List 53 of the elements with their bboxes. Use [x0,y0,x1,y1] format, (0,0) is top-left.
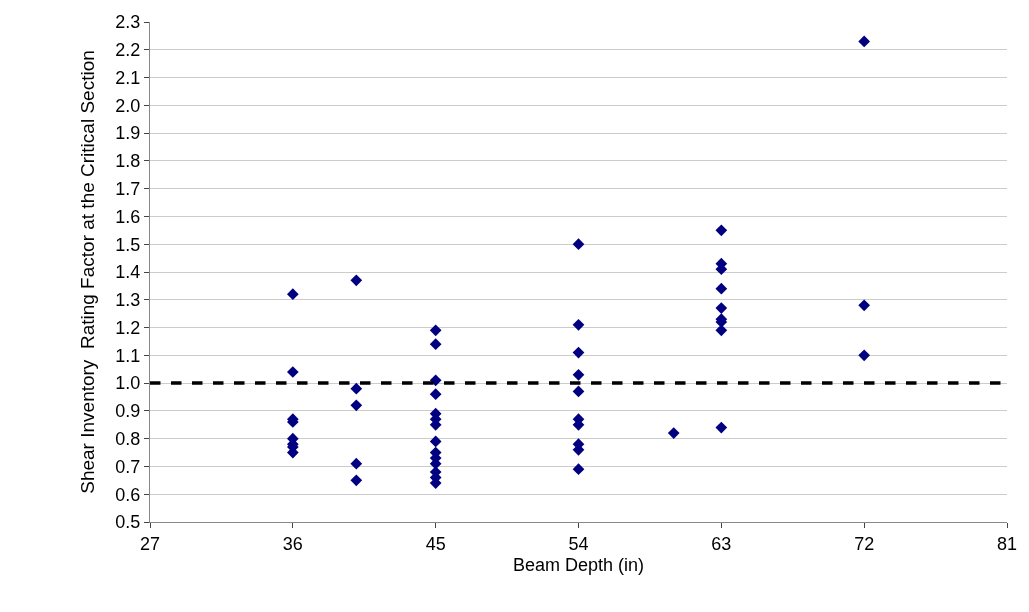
y-axis-title: Shear Inventory Rating Factor at the Critical Section [77,50,99,494]
point [572,368,585,381]
point [572,318,585,331]
point [429,324,442,337]
point [572,385,585,398]
x-tick-label: 81 [996,533,1018,554]
point [350,382,363,395]
point [350,457,363,470]
point [858,349,871,362]
y-tick-label: 1.8 [115,151,141,172]
x-tick-label: 72 [854,533,875,554]
point [429,388,442,401]
y-tick-label: 1.7 [115,178,141,199]
y-tick-label: 1.4 [115,262,141,283]
point [286,366,299,378]
point [715,302,728,314]
x-tick-label: 54 [568,533,589,554]
point [715,421,728,434]
point [429,338,442,351]
y-tick-label: 1.6 [115,206,141,227]
y-tick-label: 1.2 [115,317,141,338]
point [858,35,871,48]
point [350,474,363,487]
x-axis-title: Beam Depth (in) [512,554,645,575]
y-tick-label: 0.9 [115,401,141,422]
x-tick-label: 45 [425,533,446,554]
y-tick-label: 0.8 [115,428,141,449]
y-tick-label: 1.1 [115,345,141,366]
point [715,224,728,237]
y-tick-label: 0.5 [115,512,141,533]
y-tick-label: 2.2 [115,40,141,61]
point [572,238,585,251]
point [429,435,442,448]
y-tick-label: 0.6 [115,484,141,505]
point [667,427,680,439]
x-tick-label: 63 [711,533,732,554]
y-tick-label: 0.7 [115,456,141,477]
y-tick-label: 2.3 [115,12,141,33]
y-tick-label: 1.0 [115,373,141,394]
y-tick-label: 1.5 [115,234,141,255]
point [715,282,728,295]
point [572,463,585,476]
x-tick-label: 27 [139,533,161,554]
y-tick-label: 2.1 [115,67,141,88]
y-tick-label: 2.0 [115,95,141,116]
x-tick-label: 36 [282,533,303,554]
point [858,299,871,312]
point [350,399,363,412]
y-tick-label: 1.9 [115,123,141,144]
y-tick-label: 1.3 [115,290,141,311]
point [286,288,299,301]
point [350,274,363,287]
point [572,346,585,359]
